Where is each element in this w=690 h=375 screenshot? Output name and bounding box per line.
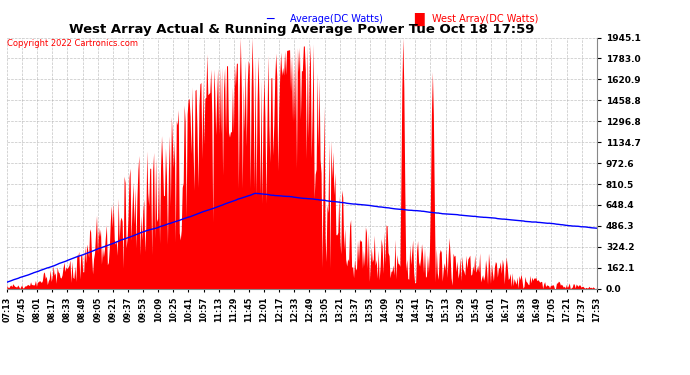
Text: Copyright 2022 Cartronics.com: Copyright 2022 Cartronics.com	[7, 39, 138, 48]
Text: ─: ─	[266, 12, 274, 26]
Text: Average(DC Watts): Average(DC Watts)	[290, 14, 383, 24]
Text: █: █	[414, 12, 424, 26]
Title: West Array Actual & Running Average Power Tue Oct 18 17:59: West Array Actual & Running Average Powe…	[69, 23, 535, 36]
Text: West Array(DC Watts): West Array(DC Watts)	[432, 14, 538, 24]
